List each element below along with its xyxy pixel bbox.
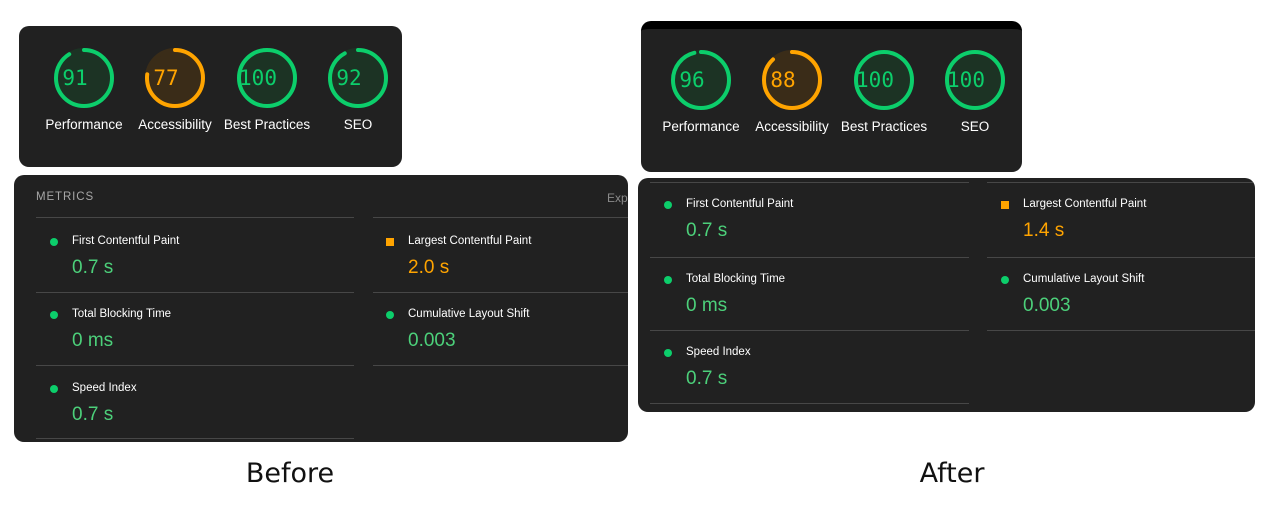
metric-value: 1.4 s — [1023, 220, 1065, 241]
metric-name: Cumulative Layout Shift — [408, 308, 530, 320]
pass-dot-icon — [50, 238, 58, 246]
score-value: 91 — [62, 66, 88, 90]
gauge-ring-icon — [328, 48, 388, 108]
pass-dot-icon — [664, 276, 672, 284]
score-value: 100 — [947, 68, 985, 92]
metric-name: Largest Contentful Paint — [408, 235, 532, 247]
pass-dot-icon — [664, 201, 672, 209]
divider — [987, 330, 1255, 331]
before-gauge-performance[interactable]: 91 Performance — [44, 47, 124, 134]
divider — [650, 330, 969, 331]
metric-value: 0 ms — [686, 295, 728, 316]
gauge-ring-icon — [54, 48, 114, 108]
divider — [650, 403, 969, 404]
after-gauge-seo[interactable]: 100 SEO — [935, 49, 1015, 136]
score-label: SEO — [960, 119, 990, 134]
gauge-ring-icon — [145, 48, 205, 108]
gauge-ring-icon — [945, 50, 1005, 110]
divider — [373, 292, 628, 293]
metric-name: Cumulative Layout Shift — [1023, 273, 1145, 285]
score-label: Best Practices — [840, 119, 928, 134]
after-scores-panel: 96 Performance 88 Accessibility 100 Best… — [641, 21, 1022, 172]
divider — [987, 257, 1255, 258]
expand-view-toggle[interactable]: Exp — [607, 191, 628, 205]
metric-value: 0 ms — [72, 330, 114, 351]
divider — [36, 365, 354, 366]
average-square-icon — [386, 238, 394, 246]
pass-dot-icon — [386, 311, 394, 319]
before-gauge-accessibility[interactable]: 77 Accessibility — [135, 47, 215, 134]
metric-name: Total Blocking Time — [72, 308, 172, 320]
score-value: 92 — [336, 66, 362, 90]
metrics-title: METRICS — [36, 191, 95, 203]
after-gauge-performance[interactable]: 96 Performance — [661, 49, 741, 136]
gauge-ring-icon — [854, 50, 914, 110]
average-square-icon — [1001, 201, 1009, 209]
metric-value: 0.7 s — [686, 368, 728, 389]
score-value: 96 — [679, 68, 705, 92]
after-gauge-accessibility[interactable]: 88 Accessibility — [752, 49, 832, 136]
pass-dot-icon — [1001, 276, 1009, 284]
metric-value: 2.0 s — [408, 257, 450, 278]
metric-name: Largest Contentful Paint — [1023, 198, 1147, 210]
pass-dot-icon — [50, 385, 58, 393]
divider — [987, 182, 1255, 183]
score-label: SEO — [343, 117, 373, 132]
after-gauge-best-practices[interactable]: 100 Best Practices — [841, 49, 927, 136]
score-label: Accessibility — [138, 117, 212, 132]
gauge-ring-icon — [762, 50, 822, 110]
metric-name: First Contentful Paint — [72, 235, 180, 247]
score-label: Accessibility — [755, 119, 829, 134]
before-gauge-best-practices[interactable]: 100 Best Practices — [224, 47, 310, 134]
before-gauge-seo[interactable]: 92 SEO — [318, 47, 398, 134]
before-scores-panel: 91 Performance 77 Accessibility 100 Best… — [19, 26, 402, 167]
divider — [373, 365, 628, 366]
score-value: 77 — [153, 66, 179, 90]
score-label: Performance — [45, 117, 123, 132]
divider — [36, 217, 354, 218]
gauge-ring-icon — [237, 48, 297, 108]
before-metrics-panel: METRICS Exp First Contentful Paint 0.7 s… — [14, 175, 628, 442]
after-metrics-panel: First Contentful Paint 0.7 s Largest Con… — [638, 178, 1255, 412]
metric-name: Speed Index — [686, 346, 751, 358]
score-value: 100 — [856, 68, 894, 92]
score-value: 100 — [239, 66, 277, 90]
metric-value: 0.003 — [408, 330, 456, 351]
score-value: 88 — [770, 68, 796, 92]
divider — [36, 292, 354, 293]
metric-name: Total Blocking Time — [686, 273, 786, 285]
metric-name: First Contentful Paint — [686, 198, 794, 210]
score-label: Best Practices — [223, 117, 311, 132]
metric-value: 0.7 s — [686, 220, 728, 241]
metric-value: 0.7 s — [72, 404, 114, 425]
gauge-ring-icon — [671, 50, 731, 110]
divider — [650, 257, 969, 258]
metric-name: Speed Index — [72, 382, 137, 394]
metric-value: 0.003 — [1023, 295, 1071, 316]
divider — [373, 217, 628, 218]
pass-dot-icon — [664, 349, 672, 357]
before-caption: Before — [245, 458, 335, 489]
after-caption: After — [919, 458, 985, 489]
score-label: Performance — [662, 119, 740, 134]
metric-value: 0.7 s — [72, 257, 114, 278]
divider — [650, 182, 969, 183]
pass-dot-icon — [50, 311, 58, 319]
divider — [36, 438, 354, 439]
